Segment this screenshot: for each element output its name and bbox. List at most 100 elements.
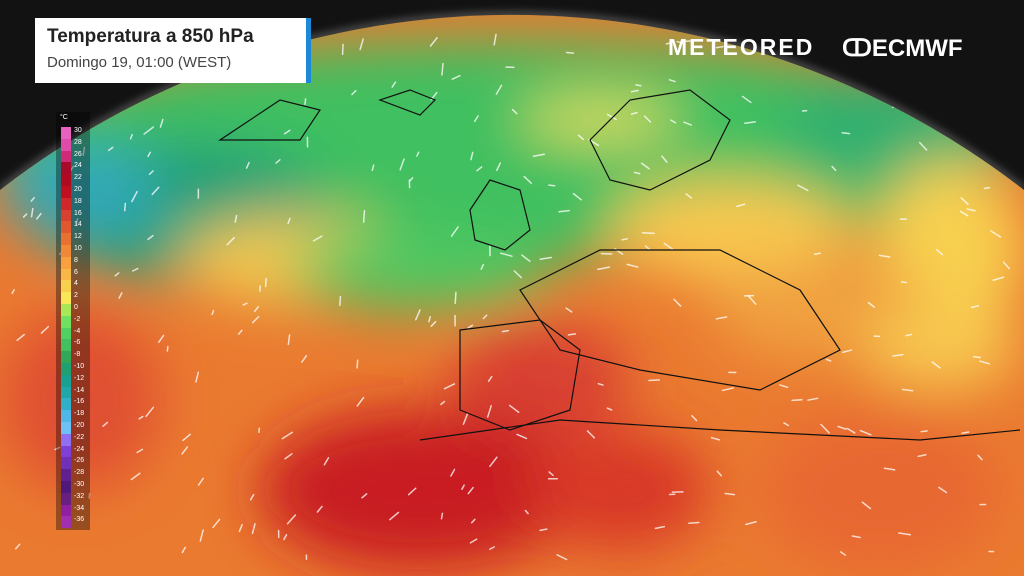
wind-streak [212, 518, 221, 529]
wind-streak [143, 126, 154, 135]
wind-streak [724, 492, 736, 496]
wind-streak [181, 446, 189, 455]
wind-streak [715, 45, 724, 49]
wind-streak [654, 525, 666, 530]
wind-streak [521, 254, 531, 263]
wind-streak [454, 291, 457, 305]
wind-streak [286, 514, 297, 525]
legend-swatch [61, 374, 71, 387]
legend-swatch [61, 480, 71, 493]
wind-streak [936, 249, 944, 256]
wind-streak [841, 132, 851, 135]
wind-streak [572, 192, 583, 201]
legend-swatch [61, 445, 71, 458]
wind-streak [416, 151, 420, 157]
wind-streak [917, 453, 927, 458]
wind-streak [783, 422, 790, 427]
wind-streak [480, 263, 485, 270]
wind-streak [643, 115, 652, 123]
wind-streak [361, 493, 368, 499]
wind-streak [287, 217, 291, 225]
wind-streak [878, 254, 891, 258]
wind-streak [473, 115, 479, 123]
legend-swatch [61, 127, 71, 139]
legend-swatch [61, 303, 71, 316]
wind-streak [469, 538, 478, 544]
legend-swatch [61, 504, 71, 517]
wind-streak [1002, 261, 1011, 270]
wind-streak [130, 472, 141, 481]
wind-streak [195, 371, 200, 383]
legend-label: 10 [74, 244, 82, 252]
wind-streak [661, 155, 668, 163]
wind-streak [901, 388, 914, 392]
wind-streak [900, 281, 907, 284]
wind-streak [846, 427, 856, 434]
wind-streak [641, 231, 655, 235]
wind-streak [287, 334, 291, 346]
wind-streak [565, 307, 573, 313]
wind-streak [409, 176, 414, 182]
wind-streak [532, 153, 546, 157]
wind-streak [516, 433, 528, 440]
ecmwf-logo: ↀECMWF [842, 34, 963, 63]
wind-streak [508, 404, 520, 413]
legend-swatch [61, 492, 71, 505]
wind-streak [451, 74, 461, 80]
legend-label: -20 [74, 421, 85, 429]
legend-label: -34 [74, 504, 85, 512]
legend-label: 14 [74, 221, 82, 229]
legend-swatch [61, 138, 71, 151]
legend-swatch [61, 410, 71, 422]
wind-streak [920, 430, 928, 433]
wind-streak [745, 521, 757, 526]
map-subtitle: Domingo 19, 01:00 (WEST) [47, 54, 232, 71]
wind-streak [234, 214, 238, 223]
wind-streak [145, 406, 155, 418]
wind-streak [301, 354, 308, 363]
wind-streak [747, 295, 757, 305]
wind-streak [391, 81, 397, 88]
wind-streak [470, 518, 476, 524]
legend-swatch [61, 398, 71, 411]
legend-swatch [61, 221, 71, 234]
wind-streak [182, 433, 192, 442]
wind-streak [842, 349, 853, 354]
wind-streak [548, 184, 556, 187]
wind-streak [558, 209, 570, 213]
wind-streak [779, 384, 789, 389]
wind-streak [339, 295, 342, 307]
wind-streak [211, 309, 215, 316]
wind-streak [467, 324, 474, 329]
wind-streak [132, 267, 139, 272]
wind-streak [54, 446, 61, 451]
wind-streak [861, 501, 872, 510]
wind-streak [797, 184, 809, 192]
legend-swatch [61, 280, 71, 293]
wind-streak [450, 468, 456, 477]
wind-streak [493, 33, 497, 46]
wind-streak [107, 146, 114, 152]
map-title-box: Temperatura a 850 hPa Domingo 19, 01:00 … [35, 18, 311, 83]
wind-streak [970, 304, 980, 309]
wind-streak [966, 208, 976, 212]
wind-streak [159, 118, 164, 128]
wind-streak [825, 358, 832, 362]
wind-streak [487, 375, 493, 382]
legend-swatch [61, 244, 71, 257]
wind-streak [898, 532, 912, 536]
wind-streak [440, 400, 446, 406]
wind-streak [683, 121, 693, 126]
wind-streak [635, 84, 642, 87]
legend-swatch [61, 197, 71, 210]
legend-label: -18 [74, 410, 85, 418]
wind-streak [716, 470, 723, 477]
wind-streak [35, 212, 42, 220]
wind-streak [138, 415, 144, 420]
wind-streak [548, 471, 554, 477]
wind-streak [75, 218, 79, 226]
wind-streak [640, 162, 650, 170]
wind-streak [476, 166, 483, 172]
legend-swatch [61, 150, 71, 163]
